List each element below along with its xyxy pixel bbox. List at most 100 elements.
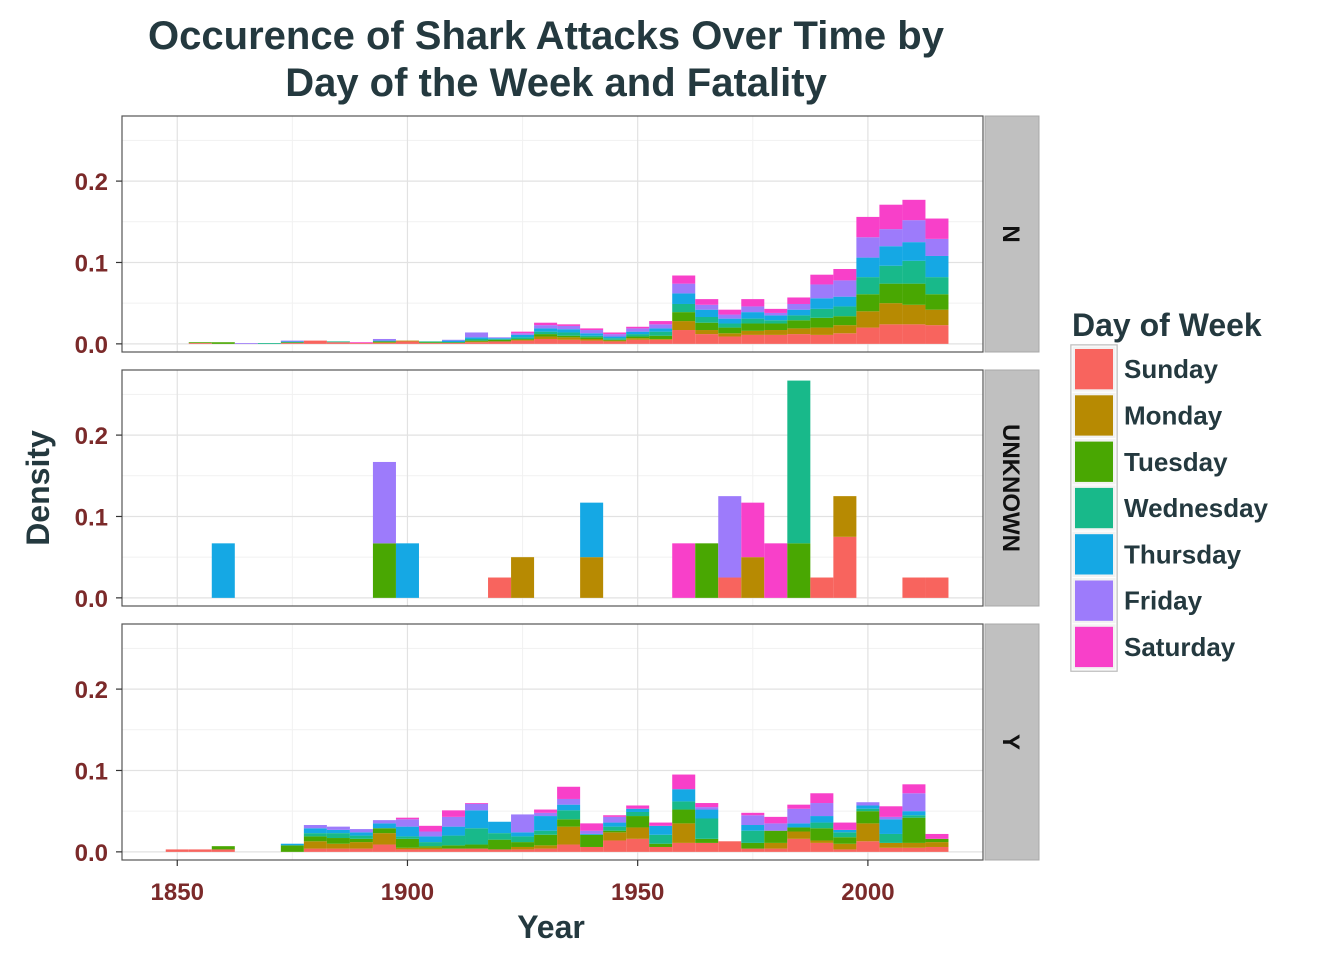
bar-segment-sunday (488, 849, 512, 852)
bar-segment-saturday (810, 274, 834, 285)
bar-segment-sunday (695, 842, 719, 852)
bar-segment-sunday (349, 848, 373, 852)
bar-segment-saturday (649, 822, 673, 826)
bar-segment-wednesday (856, 277, 880, 295)
bar-segment-friday (603, 334, 627, 337)
bar-segment-saturday (695, 803, 719, 808)
facet-strip-label: N (997, 225, 1024, 242)
bar-segment-monday (718, 333, 742, 337)
x-tick-label: 2000 (841, 879, 894, 906)
bar-segment-thursday (557, 804, 581, 811)
bar-segment-thursday (372, 823, 396, 829)
bar-segment-monday (534, 845, 558, 849)
bar-segment-thursday (488, 821, 512, 834)
bar-segment-wednesday (441, 835, 466, 846)
bar-segment-friday (372, 461, 396, 544)
bar-segment-wednesday (626, 811, 650, 817)
bar-segment-monday (465, 341, 489, 343)
bar-segment-thursday (764, 315, 788, 321)
bar-segment-tuesday (672, 312, 696, 322)
bar-segment-wednesday (418, 341, 442, 343)
bar-segment-monday (741, 330, 765, 335)
bar-segment-thursday (603, 336, 627, 339)
bar-segment-wednesday (326, 341, 350, 343)
bar-segment-friday (511, 814, 535, 833)
bar-segment-saturday (764, 543, 788, 598)
bar-segment-friday (465, 803, 489, 811)
bar-segment-wednesday (557, 810, 581, 820)
y-tick-label: 0.1 (75, 250, 108, 277)
bar-segment-monday (787, 328, 811, 335)
bar-segment-monday (764, 842, 788, 849)
y-tick-label: 0.2 (75, 169, 108, 196)
bar-segment-wednesday (395, 836, 419, 839)
bar-segment-thursday (511, 832, 535, 837)
bar-segment-saturday (511, 331, 535, 334)
bar-segment-sunday (372, 844, 396, 852)
bar-segment-saturday (441, 810, 466, 817)
bar-segment-wednesday (856, 808, 880, 812)
bar-segment-tuesday (580, 337, 604, 339)
bar-segment-thursday (925, 255, 949, 278)
bar-segment-saturday (557, 786, 581, 799)
bar-segment-wednesday (303, 833, 327, 837)
bar-segment-sunday (672, 330, 696, 344)
bar-segment-sunday (718, 841, 742, 852)
bar-segment-saturday (557, 324, 581, 326)
bar-segment-saturday (833, 268, 857, 281)
bar-segment-monday (603, 340, 627, 342)
bar-segment-saturday (764, 308, 788, 313)
bar-segment-saturday (902, 199, 926, 221)
bar-segment-sunday (879, 847, 903, 852)
bar-segment-monday (787, 831, 811, 839)
legend-swatch-tuesday (1075, 441, 1113, 482)
bar-segment-tuesday (372, 543, 396, 598)
bar-segment-saturday (833, 822, 857, 830)
bar-segment-saturday (349, 342, 373, 344)
bar-segment-tuesday (833, 316, 857, 326)
bar-segment-friday (856, 802, 880, 806)
bar-segment-monday (626, 827, 650, 839)
bar-segment-friday (557, 798, 581, 805)
bar-segment-sunday (718, 577, 742, 598)
bar-segment-monday (902, 842, 926, 848)
bar-segment-tuesday (211, 342, 235, 344)
bar-segment-monday (810, 840, 834, 843)
bar-segment-tuesday (695, 838, 719, 843)
bar-segment-tuesday (326, 838, 350, 844)
bar-segment-wednesday (810, 308, 834, 318)
bar-segment-friday (580, 830, 604, 834)
bar-segment-friday (787, 808, 811, 824)
bar-segment-sunday (580, 340, 604, 344)
bar-segment-monday (580, 557, 604, 598)
bar-segment-wednesday (418, 842, 442, 847)
bar-segment-thursday (787, 823, 811, 828)
bar-segment-saturday (672, 275, 696, 284)
facet-panel-unknown: UNKNOWN 0.0 0.1 0.2 (75, 369, 1040, 613)
bar-segment-friday (718, 314, 742, 319)
bar-segment-thursday (280, 843, 304, 846)
facet-panel-y: Y 0.0 0.1 0.2 (75, 623, 1040, 867)
bar-segment-friday (649, 324, 673, 329)
bar-segment-tuesday (603, 830, 627, 833)
legend-swatch-sunday (1075, 349, 1113, 390)
bar-segment-wednesday (511, 836, 535, 843)
bar-segment-friday (465, 332, 489, 338)
bar-segment-wednesday (672, 801, 696, 810)
y-tick-label: 0.0 (75, 332, 108, 359)
bar-segment-wednesday (488, 833, 512, 840)
bar-segment-thursday (787, 309, 811, 316)
bar-segment-monday (833, 843, 857, 850)
bar-segment-sunday (534, 338, 558, 344)
bar-segment-saturday (902, 784, 926, 794)
bar-segment-monday (511, 846, 535, 850)
bar-segment-sunday (787, 334, 811, 344)
bar-segment-friday (603, 816, 627, 823)
bar-segment-tuesday (810, 317, 834, 328)
bar-segment-tuesday (787, 827, 811, 832)
bar-segment-saturday (672, 774, 696, 790)
bar-segment-monday (925, 842, 949, 847)
y-tick-label: 0.0 (75, 840, 108, 867)
bar-segment-thursday (810, 298, 834, 309)
